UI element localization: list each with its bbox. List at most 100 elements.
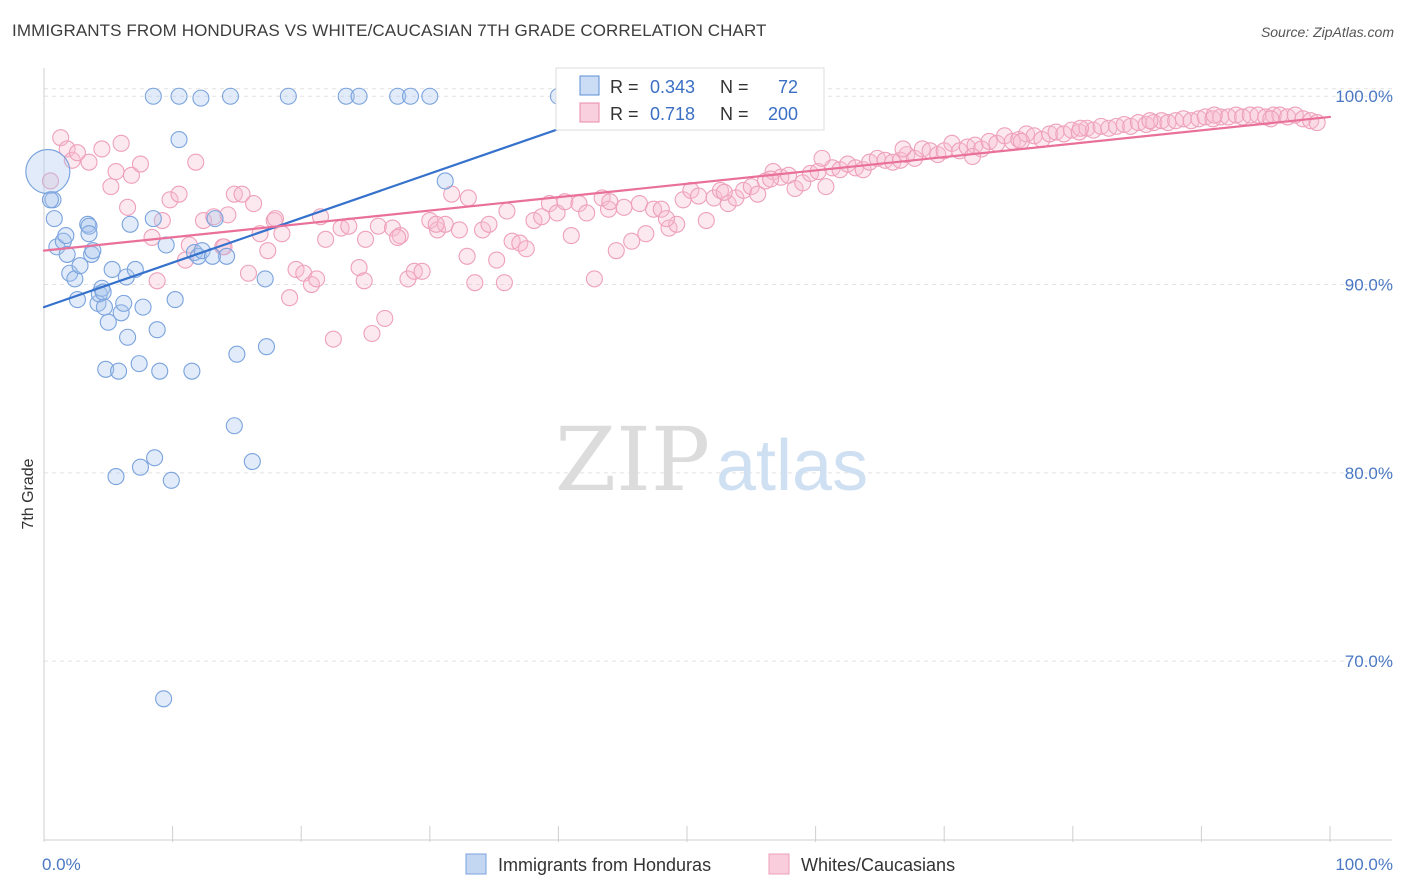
data-point [356, 230, 375, 248]
data-point [601, 193, 619, 211]
data-point [466, 274, 484, 292]
data-point [350, 87, 368, 105]
data-point [458, 247, 476, 265]
data-point [25, 149, 71, 195]
data-point [525, 211, 543, 230]
data-point [256, 270, 274, 288]
data-point [1078, 119, 1096, 137]
data-point [80, 153, 98, 171]
legend-label-whites[interactable]: Whites/Caucasians [801, 855, 955, 875]
data-point [170, 87, 188, 105]
y-tick-label: 70.0% [1345, 652, 1393, 671]
data-point [1141, 112, 1159, 130]
data-point [287, 260, 305, 279]
trend-line [42, 115, 1332, 252]
data-point [243, 452, 261, 471]
data-point [690, 187, 708, 205]
data-point [162, 471, 180, 489]
data-point [401, 87, 420, 105]
data-point [511, 234, 529, 252]
data-point [151, 362, 169, 380]
watermark-atlas: atlas [716, 426, 868, 506]
x-tick-label-min: 0.0% [42, 855, 81, 874]
data-point [148, 321, 166, 339]
data-point [623, 232, 641, 250]
data-point [1205, 106, 1223, 124]
bottom-legend: Immigrants from Honduras Whites/Caucasia… [465, 853, 955, 875]
data-point [183, 362, 201, 380]
data-point [170, 185, 188, 203]
stats-swatch-honduras [579, 75, 600, 96]
data-point [488, 251, 506, 269]
stats-r-label-2: R = [610, 104, 639, 124]
data-point [130, 355, 148, 373]
data-point [187, 153, 205, 171]
data-point [218, 247, 236, 265]
data-point [112, 134, 130, 152]
data-point [281, 289, 299, 307]
data-point [578, 204, 596, 222]
data-point [115, 294, 133, 312]
axes [43, 68, 1392, 842]
data-point [389, 87, 407, 105]
data-point [813, 149, 831, 167]
data-point [45, 210, 63, 228]
data-point [517, 240, 535, 258]
data-point [148, 272, 166, 290]
data-point [119, 198, 137, 216]
watermark: ZIP atlas [555, 408, 868, 511]
data-point [436, 172, 454, 190]
data-point [749, 185, 767, 203]
data-point [71, 257, 89, 275]
data-point [144, 210, 162, 228]
data-point [107, 468, 125, 486]
tick-labels: 70.0% 80.0% 90.0% 100.0% 0.0% 100.0% [42, 87, 1393, 874]
legend-swatch-whites[interactable] [768, 853, 790, 875]
stats-n-label-1: N = [720, 77, 749, 97]
data-point [225, 417, 243, 435]
data-point [652, 200, 670, 218]
stats-legend: R = 0.343 N = 72 R = 0.718 N = 200 [555, 67, 825, 131]
data-point [221, 87, 240, 105]
x-tick-label-max: 100.0% [1335, 855, 1393, 874]
data-point [657, 210, 675, 228]
data-point [427, 215, 445, 233]
data-point [459, 189, 477, 207]
data-point [99, 313, 117, 331]
data-point [495, 274, 513, 292]
data-point [57, 227, 75, 245]
data-point [1012, 132, 1030, 150]
data-point [107, 163, 125, 181]
data-point [607, 242, 625, 260]
data-point [413, 262, 431, 280]
data-point [95, 298, 113, 316]
data-point [363, 324, 381, 343]
stats-swatch-whites [579, 102, 600, 123]
legend-label-honduras[interactable]: Immigrants from Honduras [498, 855, 711, 875]
data-point [1152, 112, 1171, 130]
data-point [273, 225, 291, 243]
data-point [369, 217, 387, 235]
legend-swatch-honduras[interactable] [465, 853, 487, 875]
data-point [161, 191, 179, 209]
data-point [110, 362, 128, 380]
data-point [668, 215, 686, 233]
data-point [257, 338, 276, 356]
data-point [144, 87, 162, 105]
y-tick-label: 90.0% [1345, 276, 1393, 295]
data-point [562, 227, 580, 245]
data-point [337, 87, 355, 105]
data-point [131, 155, 149, 173]
data-point [585, 270, 603, 288]
data-point [68, 291, 86, 309]
data-point [155, 690, 173, 708]
data-point [80, 225, 98, 243]
data-point [206, 210, 224, 228]
data-point [1041, 125, 1059, 143]
data-point [963, 147, 982, 166]
data-point [259, 242, 277, 260]
data-point [350, 259, 368, 277]
data-point [68, 144, 86, 162]
stats-r-label-1: R = [610, 77, 639, 97]
